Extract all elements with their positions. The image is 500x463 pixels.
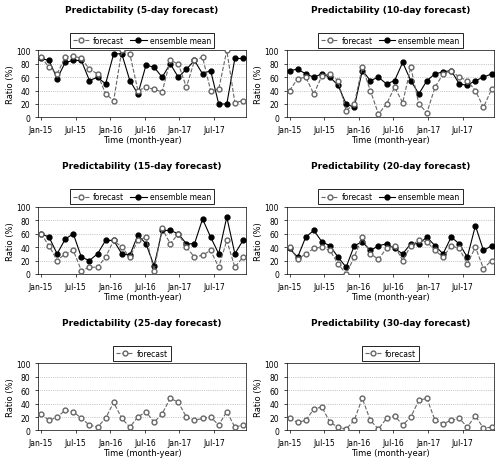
X-axis label: Time (month-year): Time (month-year) xyxy=(352,292,430,301)
Title: Predictability (5-day forecast): Predictability (5-day forecast) xyxy=(66,6,218,14)
X-axis label: Time (month-year): Time (month-year) xyxy=(102,449,182,457)
Legend: forecast, ensemble mean: forecast, ensemble mean xyxy=(70,34,214,49)
Legend: forecast: forecast xyxy=(362,346,419,361)
X-axis label: Time (month-year): Time (month-year) xyxy=(102,136,182,145)
Y-axis label: Ratio (%): Ratio (%) xyxy=(254,65,263,104)
Title: Predictability (25-day forecast): Predictability (25-day forecast) xyxy=(62,318,222,327)
Legend: forecast, ensemble mean: forecast, ensemble mean xyxy=(318,34,462,49)
Y-axis label: Ratio (%): Ratio (%) xyxy=(6,378,15,416)
Title: Predictability (30-day forecast): Predictability (30-day forecast) xyxy=(311,318,470,327)
Y-axis label: Ratio (%): Ratio (%) xyxy=(6,222,15,260)
Y-axis label: Ratio (%): Ratio (%) xyxy=(254,222,263,260)
Legend: forecast: forecast xyxy=(114,346,170,361)
X-axis label: Time (month-year): Time (month-year) xyxy=(102,292,182,301)
Title: Predictability (20-day forecast): Predictability (20-day forecast) xyxy=(311,162,470,171)
X-axis label: Time (month-year): Time (month-year) xyxy=(352,449,430,457)
Y-axis label: Ratio (%): Ratio (%) xyxy=(254,378,263,416)
X-axis label: Time (month-year): Time (month-year) xyxy=(352,136,430,145)
Title: Predictability (15-day forecast): Predictability (15-day forecast) xyxy=(62,162,222,171)
Legend: forecast, ensemble mean: forecast, ensemble mean xyxy=(318,190,462,205)
Y-axis label: Ratio (%): Ratio (%) xyxy=(6,65,15,104)
Title: Predictability (10-day forecast): Predictability (10-day forecast) xyxy=(311,6,470,14)
Legend: forecast, ensemble mean: forecast, ensemble mean xyxy=(70,190,214,205)
